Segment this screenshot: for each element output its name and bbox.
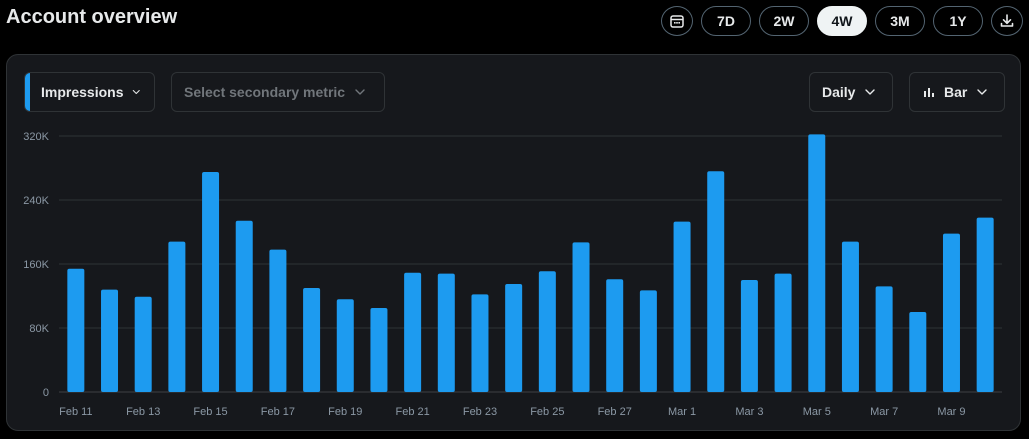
chevron-down-icon xyxy=(355,89,365,95)
x-tick-label: Mar 9 xyxy=(937,406,965,418)
primary-metric-select[interactable]: Impressions xyxy=(24,72,155,112)
bar-feb-28 xyxy=(639,290,657,392)
metric-accent-bar xyxy=(25,73,30,111)
bar-feb-27 xyxy=(606,279,624,392)
bar-feb-17 xyxy=(269,249,287,392)
bar-feb-25 xyxy=(538,271,556,392)
range-7d-button[interactable]: 7D xyxy=(701,6,751,36)
bar-feb-13 xyxy=(134,296,152,392)
granularity-label: Daily xyxy=(822,84,856,100)
calendar-icon xyxy=(670,15,684,28)
bar-mar-7 xyxy=(875,286,893,392)
bar-mar-8 xyxy=(909,312,927,392)
calendar-button[interactable] xyxy=(661,6,693,36)
chevron-down-icon xyxy=(133,89,141,95)
range-1y-button[interactable]: 1Y xyxy=(933,6,983,36)
x-tick-label: Feb 17 xyxy=(261,406,295,418)
bar-feb-12 xyxy=(101,289,119,392)
bar-mar-9 xyxy=(942,233,960,392)
chart-type-select[interactable]: Bar xyxy=(909,72,1005,112)
bar-feb-11 xyxy=(67,268,85,392)
y-tick-label: 240K xyxy=(23,195,49,207)
x-tick-label: Feb 25 xyxy=(530,406,564,418)
bar-mar-4 xyxy=(774,273,792,392)
chart-type-label: Bar xyxy=(944,84,968,100)
bar-mar-10 xyxy=(976,217,994,392)
bar-mar-1 xyxy=(673,221,691,392)
y-tick-label: 0 xyxy=(43,387,49,399)
x-tick-label: Feb 21 xyxy=(396,406,430,418)
x-tick-label: Feb 19 xyxy=(328,406,362,418)
bar-feb-23 xyxy=(471,294,489,392)
chart-panel: Impressions Select secondary metric Dail… xyxy=(6,54,1021,431)
x-tick-label: Mar 3 xyxy=(735,406,763,418)
bar-feb-14 xyxy=(168,241,186,392)
chevron-down-icon xyxy=(865,89,876,95)
bar-feb-22 xyxy=(437,273,455,392)
bar-mar-6 xyxy=(841,241,859,392)
bar-feb-16 xyxy=(235,220,253,392)
bar-feb-20 xyxy=(370,308,388,392)
bar-mar-2 xyxy=(707,171,725,392)
bar-feb-26 xyxy=(572,242,590,392)
y-tick-label: 160K xyxy=(23,259,49,271)
range-3m-button[interactable]: 3M xyxy=(875,6,925,36)
x-tick-label: Mar 5 xyxy=(803,406,831,418)
bar-feb-21 xyxy=(404,272,422,392)
bar-mar-3 xyxy=(740,280,758,392)
bar-feb-24 xyxy=(505,284,523,392)
secondary-metric-select[interactable]: Select secondary metric xyxy=(171,72,385,112)
x-tick-label: Mar 7 xyxy=(870,406,898,418)
granularity-select[interactable]: Daily xyxy=(809,72,893,112)
impressions-bar-chart: 0 80K 160K 240K 320K Feb 11 Feb 13 Feb 15 Feb 17… xyxy=(23,131,1002,418)
bar-feb-19 xyxy=(336,299,354,392)
bar-mar-5 xyxy=(808,134,826,392)
chevron-down-icon xyxy=(977,89,988,95)
bar-feb-18 xyxy=(303,288,321,392)
y-tick-label: 320K xyxy=(23,131,49,143)
download-button[interactable] xyxy=(991,6,1023,36)
secondary-metric-placeholder: Select secondary metric xyxy=(184,84,346,100)
download-icon xyxy=(1000,14,1014,27)
x-tick-label: Feb 13 xyxy=(126,406,160,418)
primary-metric-label: Impressions xyxy=(41,84,124,100)
range-2w-button[interactable]: 2W xyxy=(759,6,809,36)
x-tick-label: Feb 23 xyxy=(463,406,497,418)
range-selector: 7D 2W 4W 3M 1Y xyxy=(661,6,1023,36)
x-tick-label: Feb 15 xyxy=(193,406,227,418)
page-title: Account overview xyxy=(6,6,178,28)
range-4w-button[interactable]: 4W xyxy=(817,6,867,36)
x-tick-label: Feb 27 xyxy=(598,406,632,418)
bar-feb-15 xyxy=(202,172,220,392)
x-tick-label: Feb 11 xyxy=(59,406,92,418)
bar-chart-icon xyxy=(924,88,934,97)
x-tick-label: Mar 1 xyxy=(668,406,696,418)
y-tick-label: 80K xyxy=(29,323,49,335)
